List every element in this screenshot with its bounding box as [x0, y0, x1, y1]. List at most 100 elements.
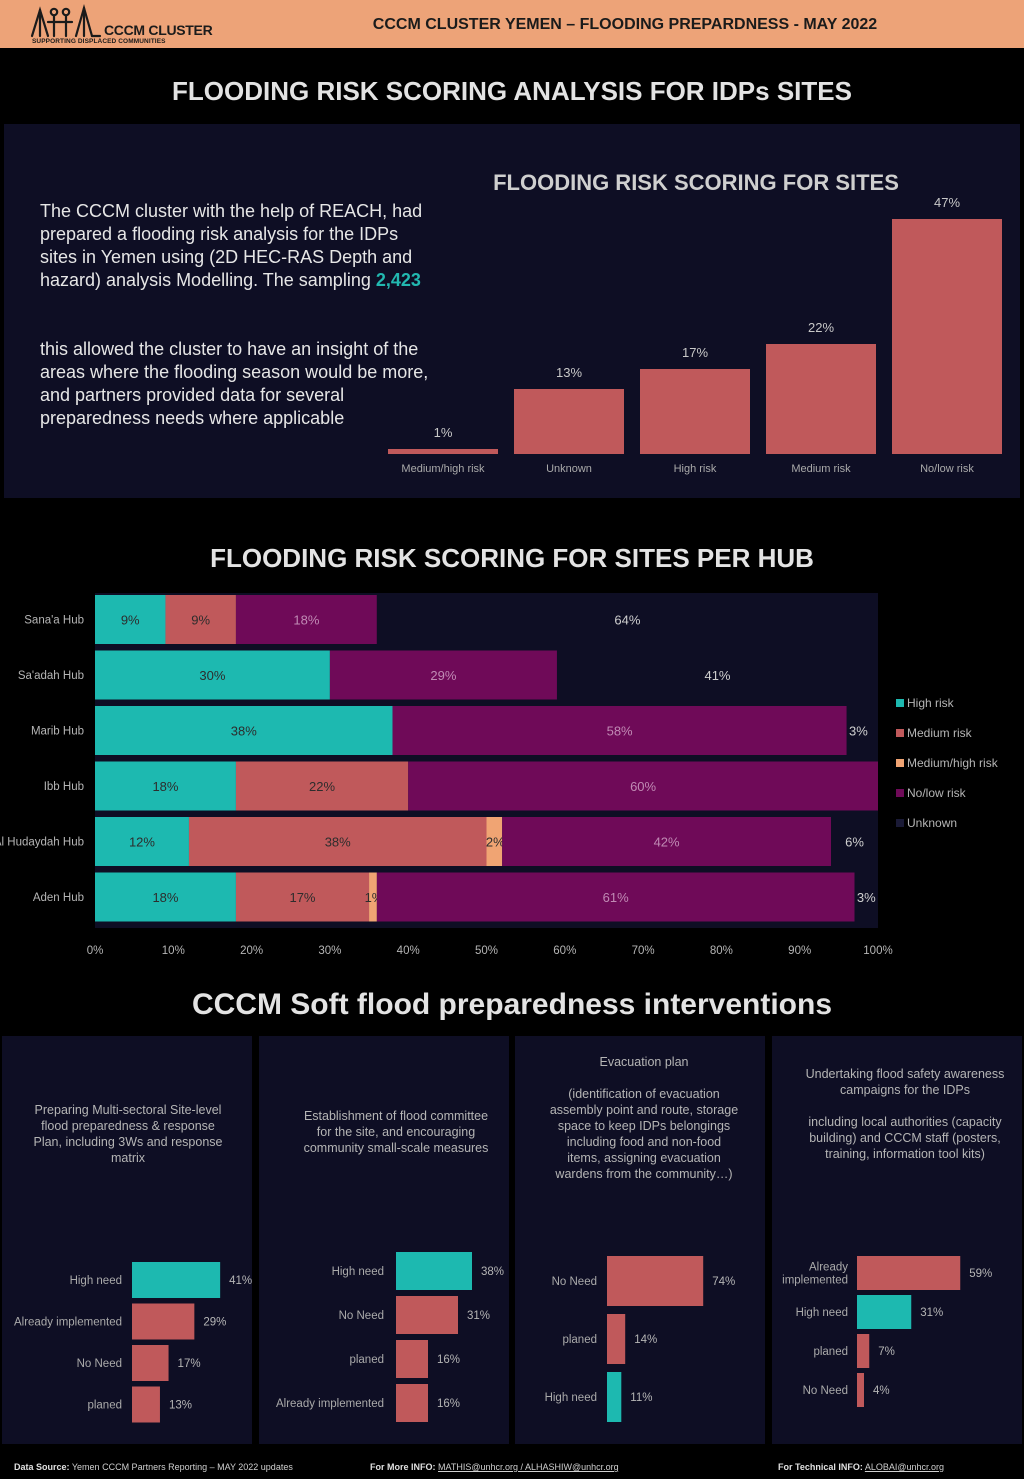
hub-segment-label: 18% — [152, 890, 178, 905]
hub-bar-segment — [235, 761, 409, 811]
intervention-bar — [607, 1372, 622, 1422]
hub-x-tick-label: 80% — [710, 945, 733, 957]
intervention-value-label: 11% — [630, 1392, 652, 1404]
hub-bar-segment — [329, 650, 557, 700]
hub-x-tick-label: 30% — [318, 945, 341, 957]
hub-risk-chart: Sana'a Hub 9% 9% 18% 64% Sa'adah Hub 30% 29% 41%… — [0, 593, 999, 957]
intervention-category-label: High need — [332, 1266, 384, 1278]
legend-swatch — [896, 699, 904, 707]
hub-segment-label: 38% — [325, 835, 351, 850]
data-source-label: Data Source: — [14, 1462, 70, 1472]
overall-bar — [766, 344, 876, 454]
intervention-bar — [132, 1303, 195, 1340]
legend-swatch — [896, 789, 904, 797]
hub-plot-area — [95, 593, 878, 928]
legend-label: No/low risk — [907, 786, 967, 800]
intervention-value-label: 13% — [169, 1400, 192, 1412]
overall-category-label: No/low risk — [920, 463, 974, 475]
section3-title: CCCM Soft flood preparedness interventio… — [191, 988, 833, 1021]
overall-bar — [514, 389, 624, 454]
intervention-category-label: Already implemented — [276, 1398, 384, 1410]
tech-info-link[interactable]: ALOBAI@unhcr.org — [864, 1462, 945, 1472]
hub-x-tick-label: 10% — [162, 945, 185, 957]
overall-category-label: Medium risk — [791, 463, 851, 475]
intervention-bar — [132, 1262, 221, 1298]
hub-bar-segment — [846, 706, 871, 755]
hub-segment-label: 38% — [231, 724, 257, 739]
hub-bar-segment — [95, 817, 189, 866]
hub-segment-label: 29% — [430, 668, 456, 683]
intervention-value-label: 4% — [873, 1385, 890, 1397]
hub-segment-label: 3% — [857, 890, 876, 905]
intervention-category-label: planed — [349, 1354, 384, 1366]
intervention-value-label: 31% — [467, 1310, 490, 1322]
intervention-value-label: 14% — [634, 1334, 657, 1346]
intervention-bar — [396, 1252, 472, 1290]
hub-category-label: Sa'adah Hub — [18, 670, 84, 682]
hub-segment-label: 41% — [704, 668, 730, 683]
footer-tech-info: For Technical INFO: ALOBAI@unhcr.org — [778, 1462, 944, 1472]
intervention-category-label: Already implemented — [14, 1317, 122, 1329]
hub-x-tick-label: 70% — [632, 945, 655, 957]
overall-bar-value-label: 13% — [556, 365, 582, 380]
intervention-value-label: 7% — [878, 1346, 895, 1358]
more-info-link[interactable]: MATHIS@unhcr.org / ALHASHIW@unhcr.org — [438, 1462, 619, 1472]
hub-bar-segment — [95, 595, 166, 644]
intervention-card-2: Establishment of flood committee for the… — [259, 1036, 509, 1444]
legend-label: Unknown — [907, 816, 957, 830]
hub-segment-label: 30% — [199, 668, 225, 683]
hub-x-tick-label: 60% — [553, 945, 576, 957]
intervention-category-label: planed — [813, 1346, 848, 1358]
overall-bar — [640, 369, 750, 454]
hub-segment-label: 17% — [289, 890, 315, 905]
intervention-category-label: No Need — [77, 1358, 122, 1370]
intervention-value-label: 38% — [481, 1266, 504, 1278]
intervention-value-label: 74% — [712, 1276, 735, 1288]
intervention-card-1: Preparing Multi-sectoral Site-level floo… — [2, 1036, 252, 1444]
card1-title: Preparing Multi-sectoral Site-level floo… — [33, 1103, 223, 1165]
hub-segment-label: 3% — [849, 724, 868, 739]
overall-category-label: Unknown — [546, 463, 592, 475]
hub-bar-segment — [95, 650, 330, 700]
intro-paragraph-2: this allowed the cluster to have an insi… — [40, 339, 429, 428]
intervention-category-label: implemented — [782, 1275, 848, 1287]
intervention-card-4: Undertaking flood safety awareness campa… — [772, 1036, 1022, 1444]
hub-bar-segment — [235, 872, 370, 922]
intervention-category-label: No Need — [552, 1276, 597, 1288]
risk-scoring-panel: The CCCM cluster with the help of REACH,… — [4, 124, 1020, 498]
intervention-bar — [857, 1256, 961, 1290]
hub-bar-segment — [95, 706, 393, 755]
hub-bar-segment — [235, 595, 377, 644]
intervention-value-label: 29% — [203, 1317, 226, 1329]
card2-title: Establishment of flood committee for the… — [303, 1109, 489, 1155]
section1-title: FLOODING RISK SCORING ANALYSIS FOR IDPs … — [172, 76, 852, 106]
logo-tagline: SUPPORTING DISPLACED COMMUNITIES — [32, 38, 166, 45]
hub-bar-segment — [556, 650, 878, 700]
footer-data-source: Data Source: Yemen CCCM Partners Reporti… — [14, 1462, 293, 1472]
overall-chart-title: FLOODING RISK SCORING FOR SITES — [493, 170, 899, 195]
intervention-category-label: No Need — [803, 1385, 848, 1397]
hub-bar-segment — [831, 817, 878, 866]
intervention-bar — [396, 1340, 428, 1378]
hub-segment-label: 42% — [654, 835, 680, 850]
hub-segment-label: 58% — [607, 724, 633, 739]
tech-info-label: For Technical INFO: — [778, 1462, 863, 1472]
hub-segment-label: 12% — [129, 835, 155, 850]
card4-title: Undertaking flood safety awareness campa… — [805, 1067, 1005, 1161]
overall-category-label: Medium/high risk — [401, 463, 485, 475]
header-bar: CCCM CLUSTER SUPPORTING DISPLACED COMMUN… — [0, 0, 1024, 48]
intervention-value-label: 41% — [229, 1275, 252, 1287]
more-info-label: For More INFO: — [370, 1462, 436, 1472]
hub-segment-label: 9% — [121, 613, 140, 628]
legend-label: High risk — [907, 696, 955, 710]
hub-x-tick-label: 90% — [788, 945, 811, 957]
hub-bar-segment — [95, 872, 236, 922]
report-title: CCCM CLUSTER YEMEN – FLOODING PREPARDNES… — [372, 16, 878, 33]
tent-people-icon — [30, 3, 102, 38]
hub-bar-segment — [502, 817, 832, 866]
hub-segment-label: 9% — [191, 613, 210, 628]
legend-label: Medium/high risk — [907, 756, 999, 770]
intervention-category-label: High need — [70, 1275, 122, 1287]
hub-bar-segment — [376, 872, 855, 922]
